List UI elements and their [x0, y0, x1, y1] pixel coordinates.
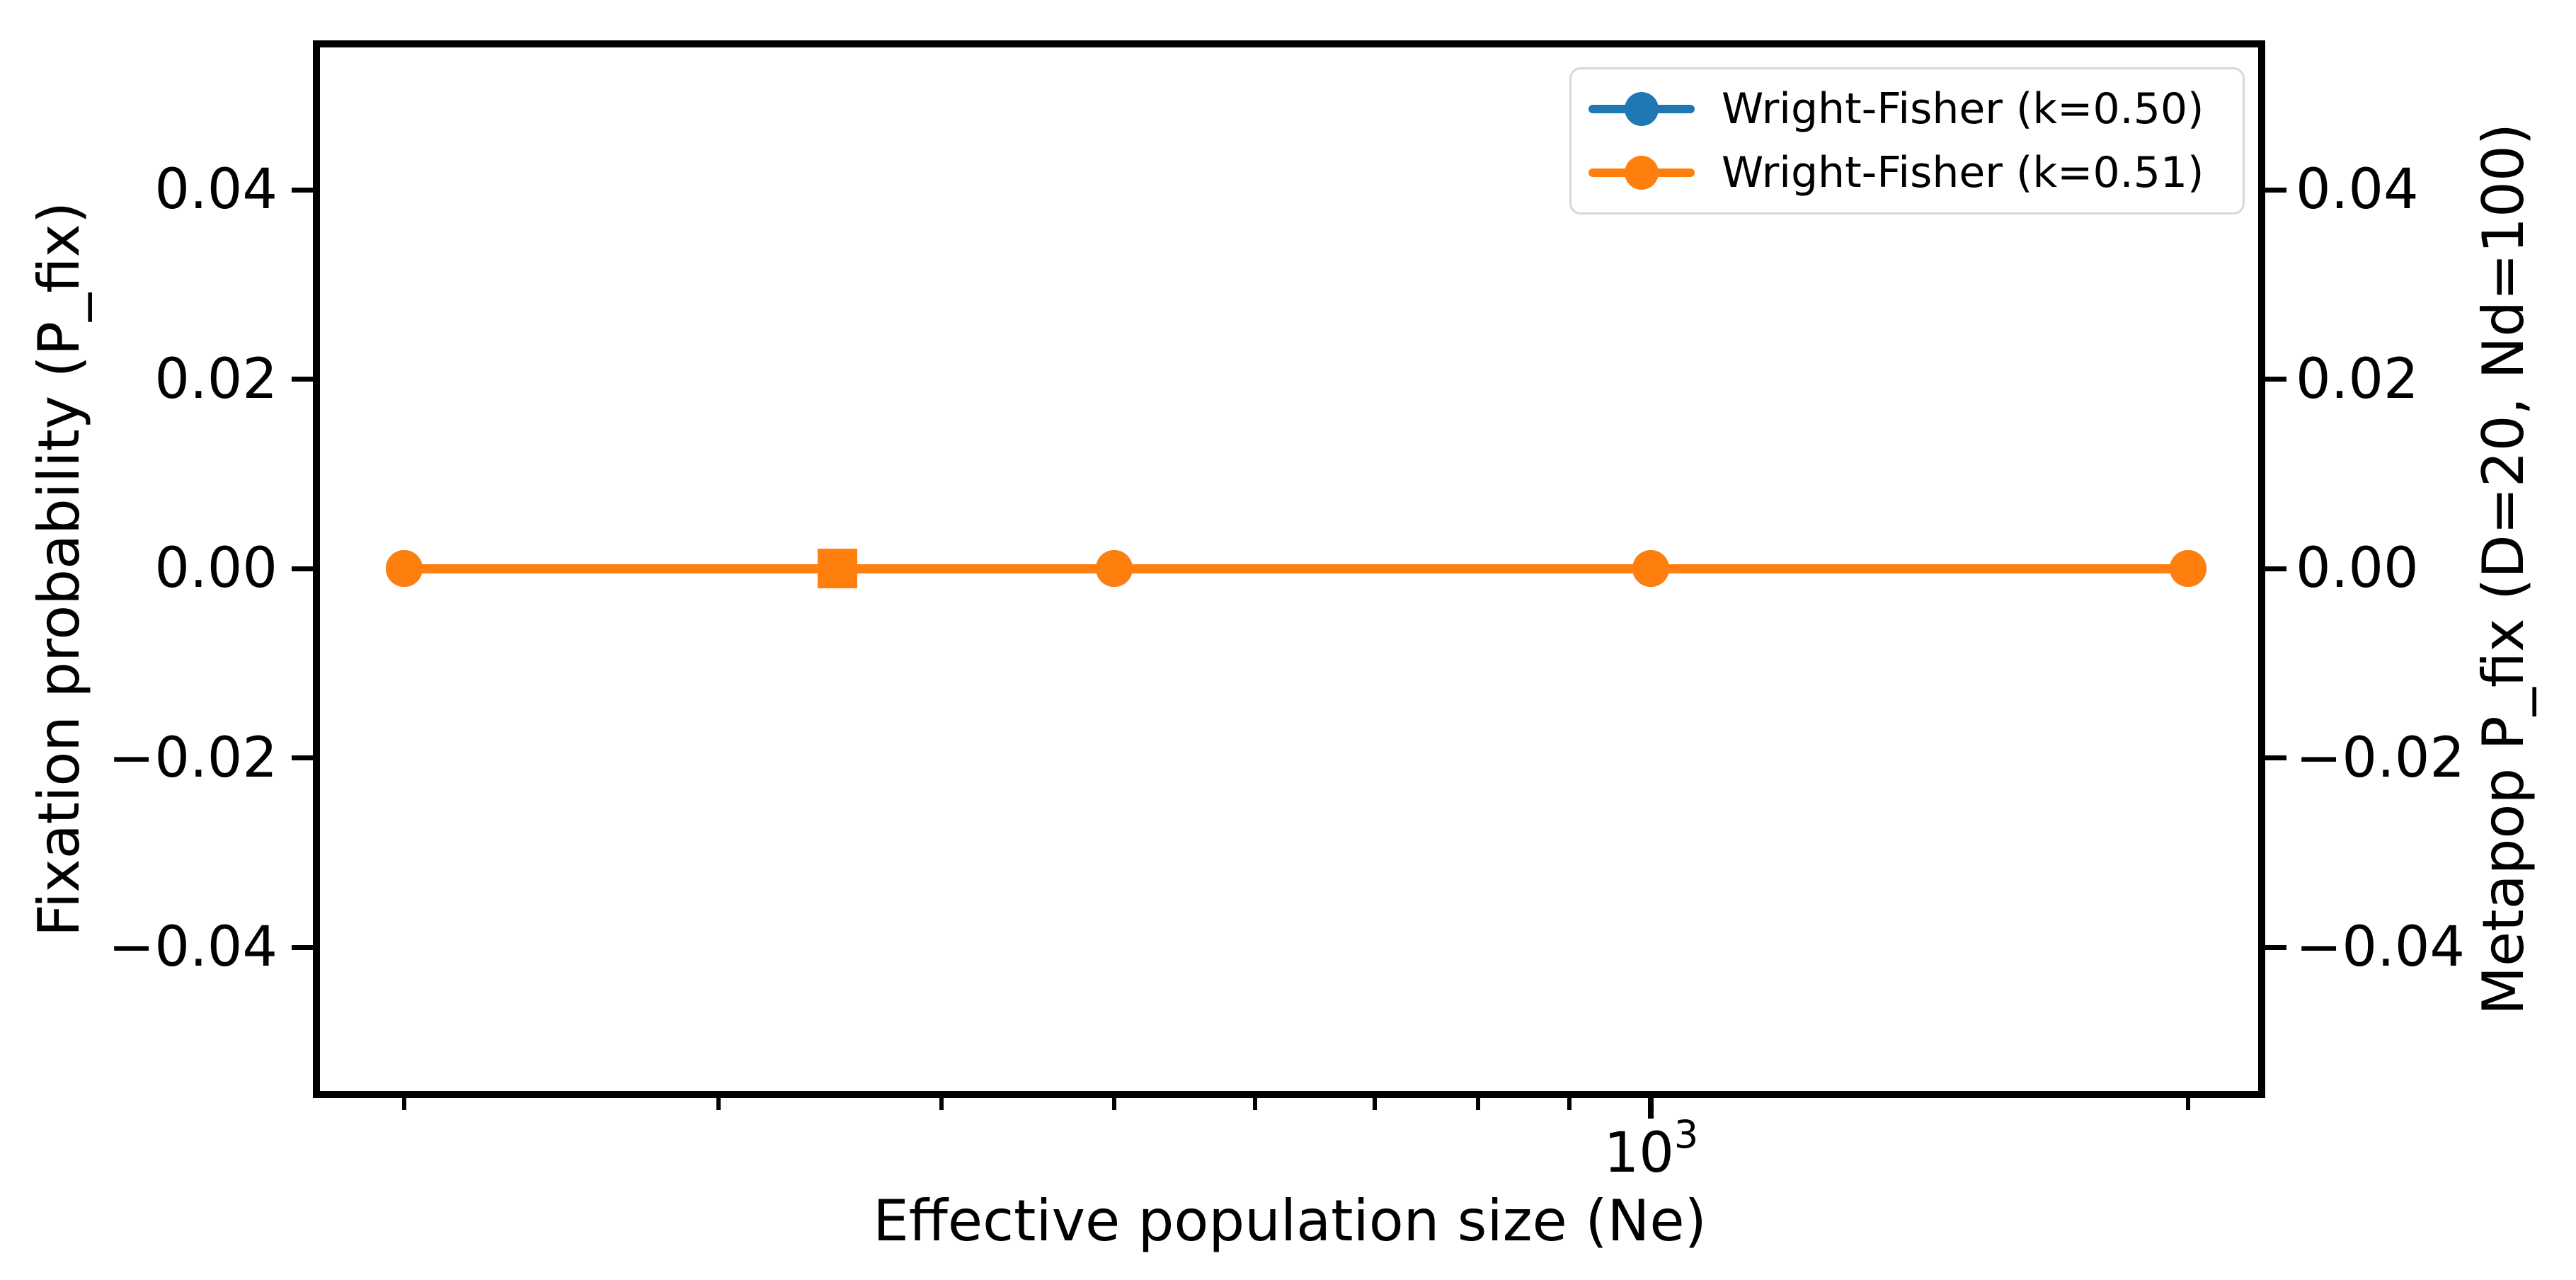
- y-tick-label-right: −0.02: [2296, 726, 2466, 790]
- x-axis-label: Effective population size (Ne): [873, 1188, 1707, 1254]
- y-axis-label-right: Metapop P_fix (D=20, Nd=100): [2471, 122, 2536, 1016]
- legend-entry-label: Wright-Fisher (k=0.51): [1722, 148, 2204, 198]
- legend-swatch: [1588, 90, 1695, 128]
- y-axis-label-left: Fixation probability (P_fix): [26, 201, 92, 937]
- x-minor-tick: [1253, 1098, 1258, 1110]
- x-minor-tick: [1567, 1098, 1572, 1110]
- y-tick-label-right: 0.00: [2296, 537, 2419, 600]
- y-tick-label-left: −0.04: [108, 915, 277, 979]
- legend-circle-marker: [1625, 91, 1659, 126]
- y-tick-right: [2265, 755, 2286, 760]
- y-tick-label-right: −0.04: [2296, 915, 2466, 979]
- y-tick-left: [292, 944, 313, 950]
- data-point-marker: [818, 549, 858, 588]
- y-tick-left: [292, 755, 313, 760]
- x-minor-tick: [716, 1098, 721, 1110]
- y-tick-label-left: 0.02: [154, 347, 277, 411]
- x-major-tick-label: 103: [1603, 1112, 1699, 1186]
- x-minor-tick: [939, 1098, 944, 1110]
- data-point-marker: [1632, 550, 1670, 587]
- data-point-marker: [2170, 550, 2206, 587]
- y-tick-label-left: 0.00: [154, 537, 277, 600]
- x-minor-tick: [1111, 1098, 1116, 1110]
- y-tick-label-right: 0.02: [2296, 347, 2419, 411]
- x-minor-tick: [1373, 1098, 1378, 1110]
- y-tick-right: [2265, 566, 2286, 571]
- y-tick-left: [292, 566, 313, 571]
- data-point-marker: [1095, 550, 1133, 587]
- legend-entry: Wright-Fisher (k=0.50): [1572, 84, 2243, 134]
- y-tick-label-right: 0.04: [2296, 158, 2419, 222]
- y-tick-left: [292, 377, 313, 382]
- legend-entry: Wright-Fisher (k=0.51): [1572, 148, 2243, 198]
- x-minor-tick: [402, 1098, 406, 1110]
- data-point-marker: [386, 550, 423, 587]
- y-tick-label-left: −0.02: [108, 726, 277, 790]
- x-minor-tick: [2186, 1098, 2190, 1110]
- y-tick-left: [292, 187, 313, 193]
- y-tick-right: [2265, 377, 2286, 382]
- legend-swatch: [1588, 154, 1695, 192]
- y-tick-right: [2265, 944, 2286, 950]
- legend-circle-marker: [1625, 156, 1659, 190]
- y-tick-right: [2265, 187, 2286, 193]
- legend: Wright-Fisher (k=0.50) Wright-Fisher (k=0…: [1569, 67, 2245, 215]
- x-minor-tick: [1476, 1098, 1481, 1110]
- legend-entry-label: Wright-Fisher (k=0.50): [1722, 84, 2204, 134]
- series-line: [404, 564, 2188, 573]
- x-major-tick: [1648, 1098, 1654, 1119]
- y-tick-label-left: 0.04: [154, 158, 277, 222]
